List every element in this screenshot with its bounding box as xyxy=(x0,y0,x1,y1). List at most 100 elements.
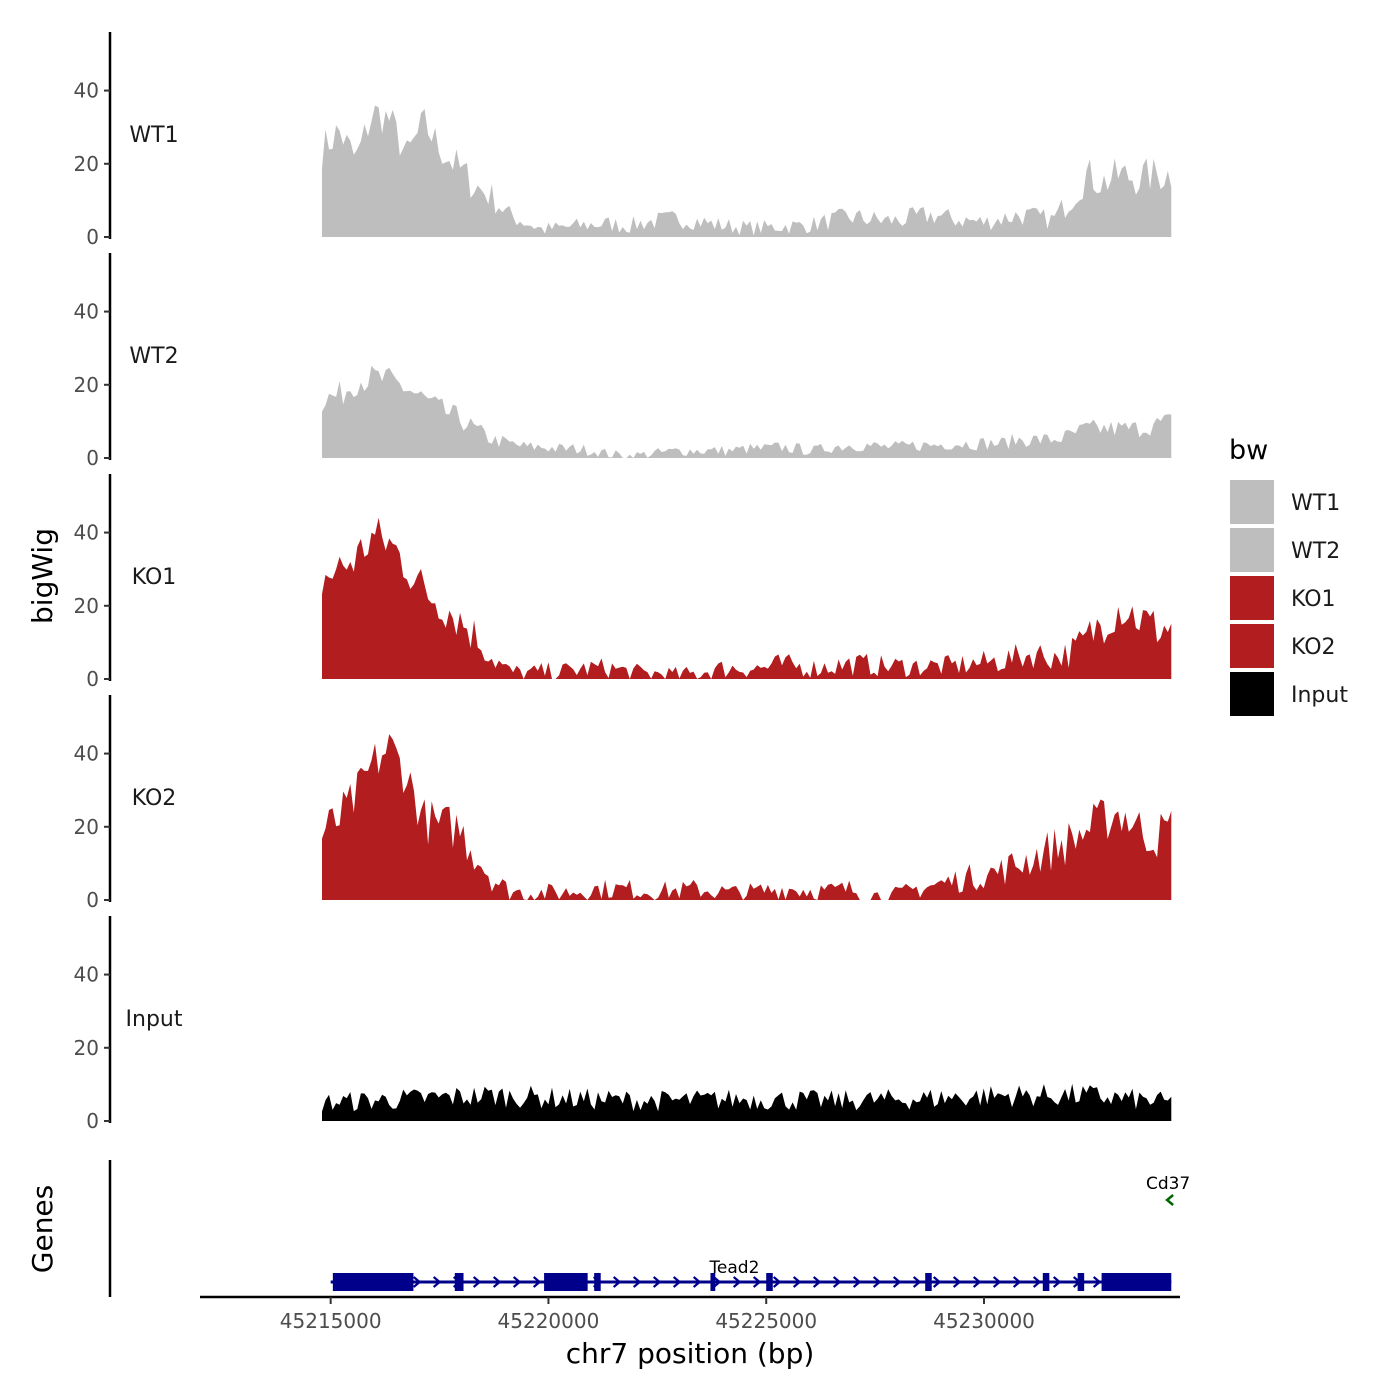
y-tick-label: 0 xyxy=(86,446,99,470)
y-tick-label: 40 xyxy=(74,300,99,324)
y-tick-label: 20 xyxy=(74,1036,99,1060)
coverage-tracks: 0 20 40 WT1 0 20 40 WT2 0 20 40 KO1 0 20 40 KO2 0 20 40 Inp… xyxy=(74,32,1172,1133)
y-tick-label: 40 xyxy=(74,521,99,545)
strand-chevron xyxy=(1052,1276,1062,1288)
gene-exon xyxy=(454,1273,464,1291)
gene-exon xyxy=(544,1273,571,1291)
strand-chevron xyxy=(832,1276,842,1288)
strand-chevron xyxy=(1092,1276,1102,1288)
gene-exon xyxy=(766,1273,773,1291)
strand-chevron xyxy=(512,1276,522,1288)
track-wt1: 0 20 40 WT1 xyxy=(74,32,1172,249)
strand-chevron xyxy=(1032,1276,1042,1288)
legend-swatch xyxy=(1230,576,1274,620)
gene-exon xyxy=(1101,1273,1172,1291)
coverage-area-ko1 xyxy=(322,517,1172,679)
legend-entry-wt2: WT2 xyxy=(1230,528,1340,572)
strand-chevron xyxy=(652,1276,662,1288)
strand-chevron xyxy=(1165,1194,1174,1206)
legend-swatch xyxy=(1230,672,1274,716)
y-tick-label: 0 xyxy=(86,225,99,249)
y-tick-label: 20 xyxy=(74,815,99,839)
y-tick-label: 0 xyxy=(86,667,99,691)
y-tick-label: 20 xyxy=(74,373,99,397)
strand-chevron xyxy=(672,1276,682,1288)
legend-entry-ko2: KO2 xyxy=(1230,624,1336,668)
legend-label: WT1 xyxy=(1291,491,1340,516)
strand-chevron xyxy=(472,1276,482,1288)
strand-chevron xyxy=(992,1276,1002,1288)
strand-chevron xyxy=(772,1276,782,1288)
gene-cd37: Cd37 xyxy=(1146,1174,1190,1206)
strand-chevron xyxy=(792,1276,802,1288)
strand-chevron xyxy=(1012,1276,1022,1288)
legend-entry-wt1: WT1 xyxy=(1230,480,1340,524)
legend-label: Input xyxy=(1291,683,1348,708)
track-ko2: 0 20 40 KO2 xyxy=(74,695,1172,912)
track-input: 0 20 40 Input xyxy=(74,916,1172,1133)
track-wt2: 0 20 40 WT2 xyxy=(74,253,1172,470)
gene-exon xyxy=(1077,1273,1085,1291)
strand-chevron xyxy=(632,1276,642,1288)
strand-chevron xyxy=(732,1276,742,1288)
y-tick-label: 40 xyxy=(74,742,99,766)
gene-exon xyxy=(1042,1273,1050,1291)
legend-label: KO1 xyxy=(1291,587,1336,612)
strand-chevron xyxy=(692,1276,702,1288)
strand-chevron xyxy=(872,1276,882,1288)
strand-chevron xyxy=(612,1276,622,1288)
x-tick-label: 45230000 xyxy=(933,1309,1035,1333)
y-tick-label: 20 xyxy=(74,152,99,176)
legend-swatch xyxy=(1230,624,1274,668)
x-axis: 45215000 45220000 45225000 45230000 xyxy=(200,1295,1180,1333)
y-tick-label: 40 xyxy=(74,79,99,103)
track-ko1: 0 20 40 KO1 xyxy=(74,474,1172,691)
gene-exon xyxy=(925,1273,932,1291)
gene-exon xyxy=(332,1273,401,1291)
track-label: WT1 xyxy=(129,123,178,148)
legend-swatch xyxy=(1230,480,1274,524)
y-tick-label: 40 xyxy=(74,963,99,987)
strand-chevron xyxy=(852,1276,862,1288)
genes-axis-title: Genes xyxy=(26,1185,59,1273)
legend-entry-input: Input xyxy=(1230,672,1348,716)
coverage-area-ko2 xyxy=(322,734,1172,900)
y-axis-title: bigWig xyxy=(26,528,59,624)
legend: bw WT1 WT2 KO1 KO2 Input xyxy=(1229,435,1348,716)
track-label: KO2 xyxy=(132,786,177,811)
strand-chevron xyxy=(892,1276,902,1288)
strand-chevron xyxy=(492,1276,502,1288)
legend-entry-ko1: KO1 xyxy=(1230,576,1336,620)
x-tick-label: 45220000 xyxy=(498,1309,600,1333)
gene-label: Tead2 xyxy=(708,1258,759,1278)
strand-chevron xyxy=(412,1276,422,1288)
y-tick-label: 20 xyxy=(74,594,99,618)
y-tick-label: 0 xyxy=(86,888,99,912)
strand-chevron xyxy=(952,1276,962,1288)
gene-exon xyxy=(594,1273,601,1291)
strand-chevron xyxy=(972,1276,982,1288)
coverage-area-input xyxy=(322,1083,1172,1121)
strand-chevron xyxy=(932,1276,942,1288)
gene-track: Tead2 Cd37 xyxy=(108,1160,1190,1297)
track-label: Input xyxy=(126,1007,183,1032)
gene-exon xyxy=(391,1273,414,1291)
strand-chevron xyxy=(812,1276,822,1288)
strand-chevron xyxy=(752,1276,762,1288)
gene-tead2: Tead2 xyxy=(330,1258,1172,1291)
x-axis-title: chr7 position (bp) xyxy=(566,1337,815,1370)
track-label: KO1 xyxy=(132,565,177,590)
legend-label: WT2 xyxy=(1291,539,1340,564)
strand-chevron xyxy=(912,1276,922,1288)
legend-title: bw xyxy=(1229,435,1268,466)
strand-chevron xyxy=(532,1276,542,1288)
y-tick-label: 0 xyxy=(86,1109,99,1133)
gene-exon xyxy=(710,1273,716,1291)
x-tick-label: 45215000 xyxy=(280,1309,382,1333)
track-label: WT2 xyxy=(129,344,178,369)
gene-label: Cd37 xyxy=(1146,1174,1190,1194)
legend-label: KO2 xyxy=(1291,635,1336,660)
coverage-area-wt1 xyxy=(322,105,1172,237)
